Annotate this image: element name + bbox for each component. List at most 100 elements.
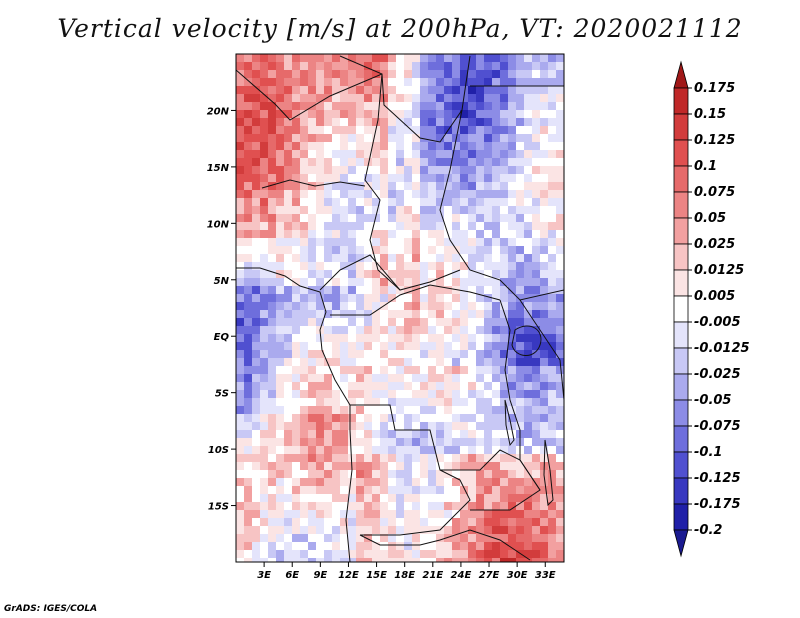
field-cell — [308, 382, 316, 390]
field-cell — [460, 142, 468, 150]
field-cell — [252, 286, 260, 294]
field-cell — [468, 446, 476, 454]
field-cell — [236, 86, 244, 94]
field-cell — [436, 382, 444, 390]
field-cell — [340, 462, 348, 470]
field-cell — [244, 478, 252, 486]
field-cell — [252, 254, 260, 262]
field-cell — [548, 406, 556, 414]
field-cell — [540, 126, 548, 134]
field-cell — [548, 246, 556, 254]
field-cell — [540, 550, 548, 558]
field-cell — [524, 414, 532, 422]
field-cell — [460, 198, 468, 206]
field-cell — [428, 126, 436, 134]
field-cell — [444, 438, 452, 446]
field-cell — [284, 534, 292, 542]
field-cell — [500, 446, 508, 454]
field-cell — [308, 398, 316, 406]
field-cell — [340, 318, 348, 326]
field-cell — [364, 134, 372, 142]
field-cell — [388, 190, 396, 198]
field-cell — [476, 366, 484, 374]
border-chad — [364, 73, 401, 291]
field-cell — [428, 430, 436, 438]
field-cell — [388, 334, 396, 342]
field-cell — [532, 462, 540, 470]
field-cell — [316, 318, 324, 326]
field-cell — [532, 342, 540, 350]
field-cell — [340, 334, 348, 342]
field-cell — [260, 166, 268, 174]
field-cell — [260, 206, 268, 214]
field-cell — [252, 494, 260, 502]
border-angola — [350, 404, 471, 536]
field-cell — [452, 54, 460, 62]
field-cell — [412, 502, 420, 510]
field-cell — [268, 262, 276, 270]
field-cell — [500, 494, 508, 502]
field-cell — [556, 534, 564, 542]
field-cell — [452, 222, 460, 230]
field-cell — [460, 254, 468, 262]
field-cell — [276, 438, 284, 446]
field-cell — [308, 70, 316, 78]
field-cell — [300, 526, 308, 534]
field-cell — [364, 350, 372, 358]
field-cell — [412, 270, 420, 278]
field-cell — [532, 422, 540, 430]
field-cell — [300, 470, 308, 478]
field-cell — [332, 262, 340, 270]
field-cell — [524, 486, 532, 494]
field-cell — [476, 214, 484, 222]
field-cell — [532, 126, 540, 134]
field-cell — [452, 342, 460, 350]
field-cell — [484, 382, 492, 390]
field-cell — [276, 182, 284, 190]
field-cell — [444, 134, 452, 142]
field-cell — [420, 198, 428, 206]
field-cell — [412, 494, 420, 502]
field-cell — [348, 246, 356, 254]
field-cell — [276, 334, 284, 342]
field-cell — [364, 470, 372, 478]
field-cell — [364, 374, 372, 382]
field-cell — [372, 502, 380, 510]
field-cell — [308, 270, 316, 278]
field-cell — [268, 94, 276, 102]
field-cell — [460, 174, 468, 182]
field-cell — [284, 278, 292, 286]
field-cell — [532, 246, 540, 254]
field-cell — [340, 238, 348, 246]
field-cell — [316, 294, 324, 302]
field-cell — [468, 70, 476, 78]
field-cell — [460, 478, 468, 486]
field-cell — [428, 158, 436, 166]
field-cell — [524, 422, 532, 430]
field-cell — [516, 334, 524, 342]
field-cell — [308, 222, 316, 230]
field-cell — [556, 94, 564, 102]
field-cell — [252, 182, 260, 190]
field-cell — [484, 198, 492, 206]
field-cell — [508, 214, 516, 222]
field-cell — [500, 270, 508, 278]
field-cell — [284, 542, 292, 550]
field-cell — [292, 118, 300, 126]
field-cell — [468, 478, 476, 486]
field-cell — [380, 486, 388, 494]
field-cell — [396, 222, 404, 230]
field-cell — [444, 326, 452, 334]
field-cell — [372, 398, 380, 406]
field-cell — [364, 454, 372, 462]
field-cell — [412, 94, 420, 102]
field-cell — [508, 550, 516, 558]
field-cell — [396, 62, 404, 70]
field-cell — [540, 478, 548, 486]
field-cell — [260, 302, 268, 310]
field-cell — [516, 462, 524, 470]
field-cell — [516, 286, 524, 294]
field-cell — [436, 366, 444, 374]
field-cell — [524, 150, 532, 158]
field-cell — [380, 230, 388, 238]
